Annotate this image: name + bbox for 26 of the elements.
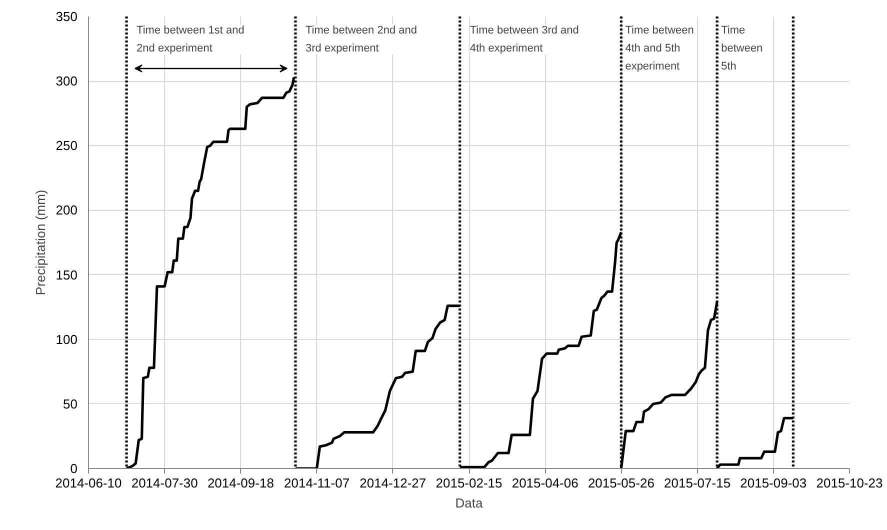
annotation: Time between 5th bbox=[721, 24, 763, 72]
x-tick-label: 2014-11-07 bbox=[284, 476, 350, 490]
annotation: Time between 2nd and 3rd experiment bbox=[305, 24, 417, 54]
y-tick-label: 0 bbox=[70, 461, 78, 476]
x-tick-label: 2014-07-30 bbox=[131, 476, 198, 490]
x-tick-label: 2015-05-26 bbox=[588, 476, 654, 490]
y-tick-label: 300 bbox=[56, 74, 78, 89]
y-tick-label: 100 bbox=[56, 332, 78, 347]
y-tick-label: 50 bbox=[63, 396, 78, 412]
y-tick-label: 250 bbox=[56, 138, 78, 154]
x-tick-label: 2014-12-27 bbox=[360, 476, 426, 490]
x-axis-title: Data bbox=[455, 496, 484, 510]
annotation: Time between 1st and 2nd experiment bbox=[136, 24, 244, 54]
x-tick-label: 2015-09-03 bbox=[740, 476, 807, 490]
y-tick-label: 150 bbox=[56, 267, 78, 282]
x-tick-label: 2015-02-15 bbox=[436, 476, 502, 490]
y-tick-label: 200 bbox=[56, 202, 78, 218]
x-tick-label: 2015-04-06 bbox=[512, 476, 578, 490]
annotation: Time between 3rd and 4th experiment bbox=[470, 24, 579, 54]
annotation: Time between 4th and 5th experiment bbox=[625, 24, 694, 72]
x-tick-label: 2015-10-23 bbox=[816, 476, 883, 490]
x-tick-label: 2014-09-18 bbox=[207, 476, 274, 490]
y-tick-label: 350 bbox=[56, 9, 78, 24]
y-axis-title: Precipitation (mm) bbox=[32, 190, 48, 296]
x-tick-label: 2014-06-10 bbox=[55, 476, 122, 490]
x-tick-label: 2015-07-15 bbox=[664, 476, 731, 490]
